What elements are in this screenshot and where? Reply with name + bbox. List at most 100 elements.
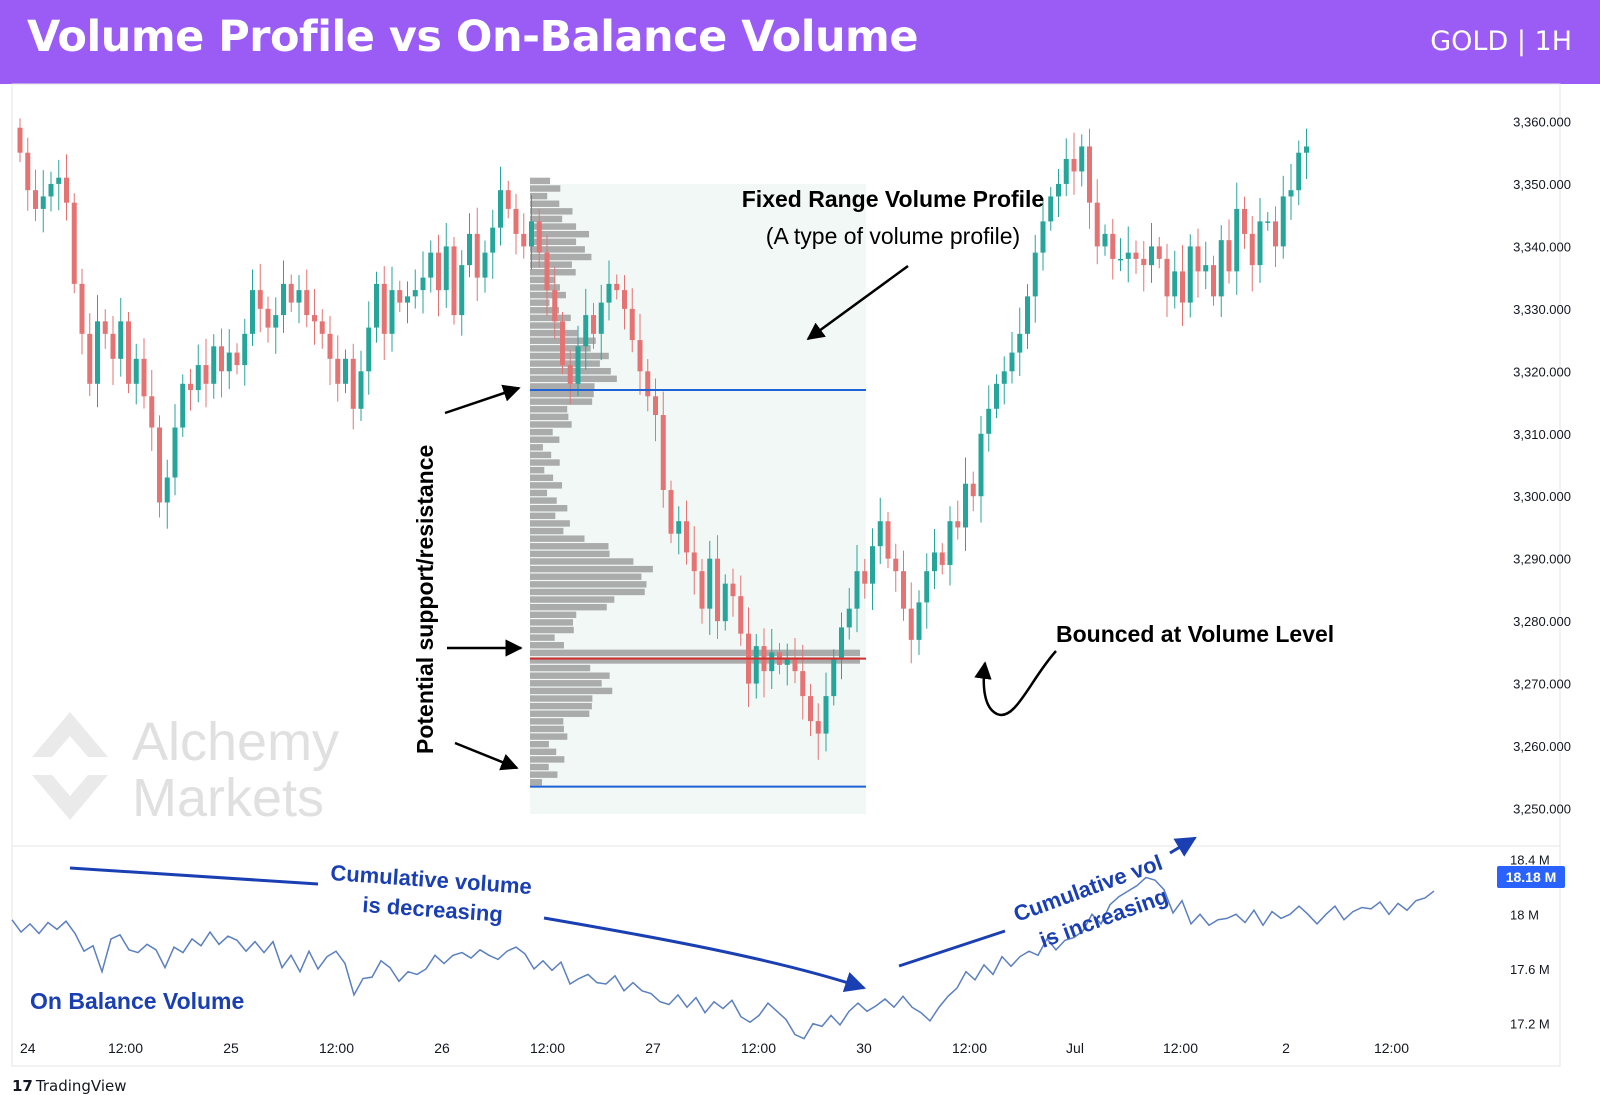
profile-bar bbox=[530, 444, 543, 451]
candle-body bbox=[1063, 158, 1069, 184]
candle-body bbox=[730, 583, 736, 597]
obv-tick-label: 18.4 M bbox=[1510, 853, 1550, 868]
candle-body bbox=[397, 290, 403, 303]
candle-body bbox=[769, 652, 775, 672]
time-tick-label: 2 bbox=[1282, 1040, 1290, 1056]
candle-body bbox=[1118, 258, 1123, 261]
profile-bar bbox=[530, 329, 578, 337]
price-tick-label: 3,280.000 bbox=[1513, 614, 1571, 629]
candle-body bbox=[1288, 190, 1294, 197]
profile-bar bbox=[530, 398, 593, 405]
time-tick-label: 24 bbox=[20, 1040, 36, 1056]
candle-body bbox=[715, 558, 720, 622]
candle-body bbox=[567, 365, 573, 384]
candle-body bbox=[1211, 265, 1216, 297]
candle-body bbox=[521, 233, 527, 247]
profile-bar bbox=[530, 421, 572, 428]
profile-bar bbox=[530, 740, 549, 748]
candle-body bbox=[79, 283, 85, 334]
page-title: Volume Profile vs On-Balance Volume bbox=[27, 12, 919, 62]
profile-bar bbox=[530, 649, 860, 657]
candle-body bbox=[901, 571, 906, 609]
candle-body bbox=[932, 552, 937, 572]
profile-bar bbox=[530, 512, 556, 520]
candle-body bbox=[986, 408, 992, 434]
candle-body bbox=[273, 315, 279, 328]
profile-bar bbox=[530, 520, 570, 527]
candle-body bbox=[598, 302, 604, 334]
candle-body bbox=[994, 383, 999, 409]
candle-body bbox=[978, 433, 984, 497]
bounce-arrow bbox=[974, 650, 1057, 717]
tradingview-label: TradingView bbox=[35, 1077, 127, 1095]
candle-body bbox=[583, 315, 589, 347]
volume-profile-background bbox=[530, 184, 866, 814]
candle-body bbox=[560, 321, 565, 366]
candle-body bbox=[1187, 246, 1193, 303]
tradingview-branding: 17 TradingView bbox=[12, 1077, 127, 1095]
price-tick-label: 3,320.000 bbox=[1513, 364, 1571, 379]
candle-body bbox=[1234, 208, 1240, 272]
candle-body bbox=[33, 190, 38, 209]
candle-body bbox=[722, 583, 728, 622]
watermark-line-2: Markets bbox=[132, 768, 324, 828]
candle-body bbox=[1071, 158, 1077, 172]
candle-body bbox=[265, 308, 271, 328]
candle-body bbox=[1172, 271, 1178, 297]
candle-body bbox=[870, 546, 875, 584]
profile-bar bbox=[530, 664, 591, 672]
candle-body bbox=[1242, 208, 1247, 234]
candle-body bbox=[474, 233, 480, 278]
bounce-annotation: Bounced at Volume Level bbox=[1056, 621, 1334, 647]
candle-body bbox=[118, 321, 124, 359]
candle-body bbox=[1203, 265, 1209, 272]
candle-body bbox=[699, 571, 705, 609]
obv-axis: 18.4 M 18 M 17.6 M 17.2 M bbox=[1510, 853, 1550, 1032]
candle-body bbox=[1102, 233, 1108, 247]
obv-tick-label: 17.6 M bbox=[1510, 962, 1550, 977]
profile-bar bbox=[530, 550, 610, 558]
candle-body bbox=[637, 340, 643, 372]
profile-bar bbox=[530, 581, 647, 588]
profile-bar bbox=[530, 619, 574, 626]
candle-body bbox=[753, 646, 759, 684]
profile-bar bbox=[530, 695, 593, 702]
candle-body bbox=[846, 608, 852, 628]
obv-increase-arrow-left bbox=[898, 929, 1006, 968]
profile-bar bbox=[530, 261, 572, 268]
candle-body bbox=[939, 552, 945, 565]
candle-body bbox=[1087, 146, 1092, 203]
candle-body bbox=[1017, 333, 1023, 353]
candle-body bbox=[622, 290, 627, 309]
profile-bar bbox=[530, 573, 642, 580]
profile-bar bbox=[530, 253, 592, 261]
candle-body bbox=[281, 283, 286, 316]
time-tick-label: 12:00 bbox=[952, 1040, 987, 1056]
candle-body bbox=[1040, 221, 1046, 253]
obv-decrease-line-2: is decreasing bbox=[362, 892, 504, 927]
candle-body bbox=[784, 658, 790, 665]
profile-bar bbox=[530, 634, 555, 641]
obv-decrease-arrow-right bbox=[543, 916, 866, 992]
candle-body bbox=[459, 265, 465, 316]
candle-body bbox=[172, 427, 178, 478]
time-tick-label: 12:00 bbox=[1374, 1040, 1409, 1056]
profile-bar bbox=[530, 482, 563, 489]
candle-body bbox=[257, 290, 263, 309]
candle-body bbox=[1257, 221, 1263, 266]
candle-body bbox=[1218, 240, 1224, 297]
time-tick-label: 30 bbox=[856, 1040, 872, 1056]
candle-body bbox=[149, 396, 155, 428]
candle-body bbox=[420, 277, 426, 291]
price-tick-label: 3,330.000 bbox=[1513, 302, 1571, 317]
candle-body bbox=[467, 233, 472, 266]
profile-bar bbox=[530, 269, 576, 276]
candle-body bbox=[405, 296, 410, 303]
profile-bar bbox=[530, 352, 609, 360]
profile-bar bbox=[530, 588, 645, 596]
candle-body bbox=[513, 208, 519, 234]
profile-bar bbox=[530, 718, 564, 725]
candle-body bbox=[490, 227, 496, 253]
profile-bar bbox=[530, 672, 610, 679]
